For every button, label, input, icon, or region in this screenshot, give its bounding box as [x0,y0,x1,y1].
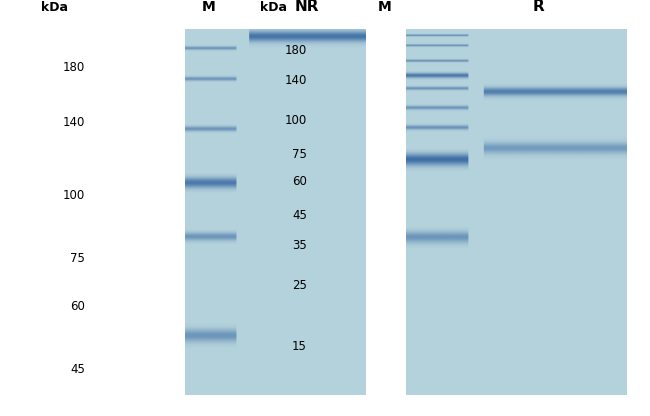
Text: 180: 180 [63,61,85,74]
Text: 60: 60 [292,175,307,188]
Text: 100: 100 [63,189,85,202]
Text: kDa: kDa [260,2,287,15]
Text: 100: 100 [285,114,307,127]
Text: 75: 75 [292,148,307,161]
Text: 140: 140 [63,116,85,129]
Text: 15: 15 [292,340,307,353]
Text: 180: 180 [285,44,307,57]
Text: 140: 140 [285,74,307,87]
Text: M: M [202,0,216,15]
Text: 45: 45 [70,363,85,376]
Text: 45: 45 [292,209,307,222]
Text: R: R [533,0,545,15]
Text: 35: 35 [292,239,307,252]
Text: kDa: kDa [41,2,68,15]
Text: NR: NR [295,0,319,15]
Text: M: M [377,0,391,15]
Text: 75: 75 [70,252,85,265]
Text: 25: 25 [292,280,307,292]
Text: 60: 60 [70,300,85,313]
